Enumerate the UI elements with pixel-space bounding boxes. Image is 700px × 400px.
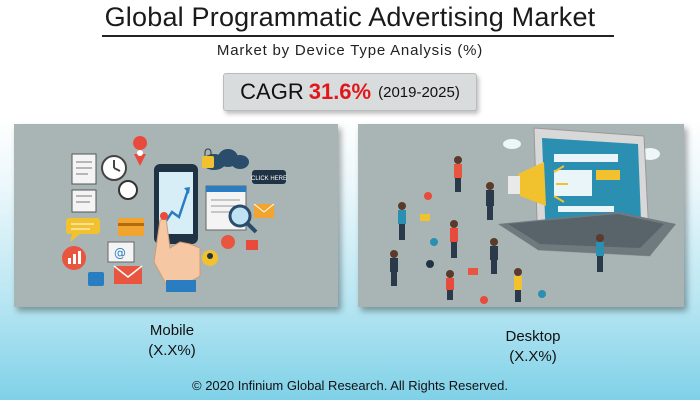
page-subtitle: Market by Device Type Analysis (%) bbox=[216, 42, 484, 59]
person-figure bbox=[390, 250, 398, 286]
segment-mobile: Mobile (X.X%) bbox=[98, 321, 246, 361]
search-icon bbox=[118, 180, 138, 200]
credit-card-icon bbox=[118, 218, 144, 236]
user-icon bbox=[202, 250, 218, 266]
segment-desktop-name: Desktop bbox=[505, 328, 561, 345]
mail-icon bbox=[253, 203, 275, 218]
bar-chart-icon bbox=[62, 246, 86, 270]
mobile-illustration: @ CLICK HERE bbox=[14, 124, 338, 307]
segment-mobile-name: Mobile bbox=[149, 322, 195, 339]
clock-icon bbox=[101, 155, 127, 181]
desktop-illustration bbox=[358, 124, 684, 307]
chat-bubble-icon bbox=[66, 218, 100, 242]
svg-text:@: @ bbox=[114, 246, 126, 260]
thumbs-up-icon bbox=[88, 272, 104, 286]
laptop bbox=[498, 127, 676, 257]
page-title: Global Programmatic Advertising Market bbox=[104, 2, 596, 32]
coffee-cup-icon bbox=[246, 240, 258, 250]
cagr-period: (2019-2025) bbox=[378, 83, 460, 101]
person-figure bbox=[454, 156, 462, 192]
location-pin-icon bbox=[133, 136, 148, 166]
user-icon bbox=[221, 235, 235, 249]
segment-desktop: Desktop (X.X%) bbox=[458, 327, 608, 367]
person-figure bbox=[596, 234, 604, 272]
person-figure bbox=[446, 270, 454, 300]
cagr-box: CAGR 31.6% (2019-2025) bbox=[223, 73, 477, 111]
person-figure bbox=[450, 220, 458, 258]
person-figure bbox=[486, 182, 494, 220]
envelope-icon bbox=[113, 265, 143, 284]
svg-text:CLICK HERE: CLICK HERE bbox=[251, 176, 287, 182]
social-icon bbox=[420, 192, 546, 304]
cagr-label: CAGR bbox=[240, 79, 304, 104]
document-icon bbox=[71, 189, 97, 213]
email-icon: @ bbox=[107, 241, 135, 263]
cagr-value: 31.6% bbox=[308, 79, 372, 104]
magnifier-icon bbox=[228, 204, 258, 234]
copyright-footer: © 2020 Infinium Global Research. All Rig… bbox=[192, 378, 508, 393]
click-here-badge: CLICK HERE bbox=[251, 170, 287, 184]
person-figure bbox=[514, 268, 522, 302]
title-underline bbox=[102, 35, 614, 37]
pointing-hand bbox=[153, 212, 201, 292]
person-figure bbox=[398, 202, 406, 240]
segment-mobile-value: (X.X%) bbox=[148, 342, 196, 359]
document-icon bbox=[71, 153, 97, 185]
megaphone-icon bbox=[508, 162, 568, 206]
segment-desktop-value: (X.X%) bbox=[509, 348, 557, 365]
person-figure bbox=[490, 238, 498, 274]
lock-icon bbox=[202, 148, 214, 168]
